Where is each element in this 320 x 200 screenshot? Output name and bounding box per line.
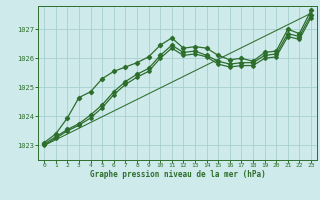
X-axis label: Graphe pression niveau de la mer (hPa): Graphe pression niveau de la mer (hPa)	[90, 170, 266, 179]
